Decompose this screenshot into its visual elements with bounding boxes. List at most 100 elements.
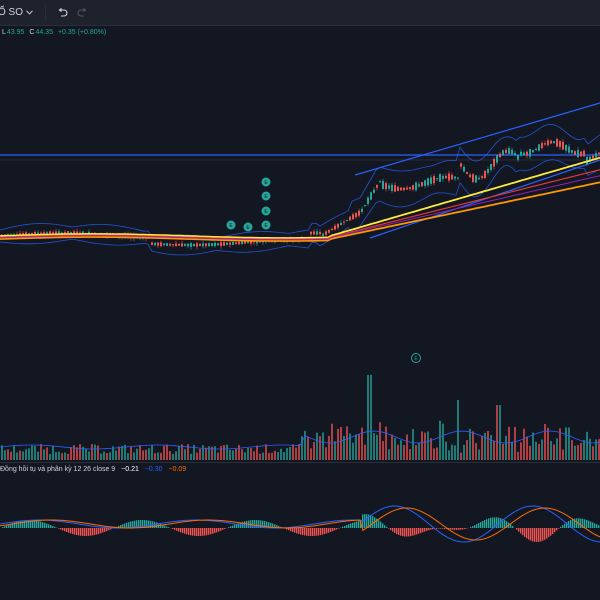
candle-body: [244, 241, 246, 244]
macd-histogram-bar: [556, 528, 558, 531]
candle-body: [343, 221, 345, 223]
candle-body: [496, 155, 498, 163]
volume-bar: [319, 436, 321, 460]
macd-histogram-bar: [586, 519, 588, 528]
macd-histogram-bar: [596, 524, 598, 528]
candle-body: [34, 231, 36, 236]
candle-body: [580, 151, 582, 157]
macd-histogram-bar: [92, 528, 94, 536]
candle-body: [442, 175, 444, 179]
volume-bar: [310, 448, 312, 460]
channel-upper-line: [354, 102, 600, 176]
macd-pane[interactable]: [0, 463, 600, 600]
macd-histogram-bar: [510, 524, 512, 528]
macd-histogram-bar: [326, 528, 328, 534]
volume-bar: [580, 442, 582, 460]
macd-histogram-bar: [160, 523, 162, 528]
candle-body: [334, 225, 336, 230]
volume-bar: [184, 449, 186, 460]
macd-histogram-bar: [224, 528, 226, 529]
macd-histogram-bar: [550, 528, 552, 536]
candle-body: [361, 208, 363, 212]
volume-bar: [283, 451, 285, 460]
pane-divider[interactable]: [0, 462, 600, 463]
macd-histogram-bar: [72, 528, 74, 535]
candle-body: [418, 184, 420, 187]
macd-histogram-bar: [356, 521, 358, 528]
volume-bar: [391, 434, 393, 460]
macd-histogram-bar: [566, 522, 568, 528]
ma-red-line: [0, 169, 600, 240]
macd-histogram-bar: [378, 520, 380, 528]
volume-bar: [556, 438, 558, 460]
volume-bar: [244, 452, 246, 460]
event-marker-letter: E: [264, 223, 268, 229]
macd-histogram-bar: [244, 521, 246, 528]
macd-histogram-bar: [220, 528, 222, 531]
macd-histogram-bar: [288, 528, 290, 531]
macd-histogram-bar: [334, 528, 336, 531]
macd-histogram-bar: [214, 528, 216, 534]
macd-histogram-bar: [562, 525, 564, 528]
macd-histogram-bar: [426, 528, 428, 531]
candle-body: [379, 181, 381, 183]
macd-histogram-bar: [258, 520, 260, 528]
macd-histogram-bar: [474, 525, 476, 528]
volume-bar: [457, 400, 459, 460]
macd-histogram-bar: [354, 522, 356, 528]
volume-bar: [331, 423, 333, 460]
legend-low-key: L: [2, 29, 6, 36]
macd-histogram-value: −0.21: [121, 466, 139, 473]
candle-body: [595, 152, 597, 158]
ma-long-line: [0, 181, 600, 242]
volume-bar: [37, 451, 39, 460]
event-marker-letter: E: [264, 194, 268, 200]
macd-histogram-bar: [2, 527, 4, 528]
volume-bar: [241, 449, 243, 460]
candle-body: [46, 232, 48, 235]
bollinger-upper-band: [0, 123, 600, 239]
candle-body: [367, 197, 369, 204]
candle-body: [154, 242, 156, 246]
candle-body: [49, 231, 51, 235]
candle-body: [565, 144, 567, 151]
redo-button[interactable]: [72, 3, 92, 23]
macd-histogram-bar: [22, 520, 24, 528]
volume-bar: [511, 442, 513, 460]
volume-bar: [10, 451, 12, 460]
macd-histogram-bar: [100, 528, 102, 534]
macd-histogram-bar: [370, 515, 372, 528]
volume-bar: [325, 447, 327, 460]
macd-histogram-bar: [302, 528, 304, 536]
macd-histogram-bar: [206, 528, 208, 536]
macd-histogram-bar: [512, 526, 514, 528]
macd-histogram-bar: [574, 518, 576, 528]
volume-bar: [136, 448, 138, 460]
candle-body: [469, 174, 471, 178]
macd-histogram-bar: [292, 528, 294, 532]
macd-title: Đồng hồi tụ và phân kỳ 12 26 close 9: [0, 466, 116, 473]
macd-histogram-bar: [60, 528, 62, 530]
macd-histogram-bar: [188, 528, 190, 535]
volume-bar: [205, 447, 207, 460]
price-chart-pane[interactable]: E E E E E E E: [0, 26, 600, 462]
volume-bar: [340, 426, 342, 460]
undo-button[interactable]: [52, 3, 72, 23]
macd-histogram-bar: [394, 528, 396, 533]
volume-bar: [583, 440, 585, 460]
volume-bar: [406, 434, 408, 460]
redo-icon: [77, 7, 86, 17]
macd-histogram-bar: [522, 528, 524, 536]
candle-body: [211, 243, 213, 246]
candle-body: [547, 140, 549, 146]
candle-body: [346, 219, 348, 221]
volume-bar: [433, 448, 435, 460]
volume-bar: [397, 444, 399, 460]
symbol-search-button[interactable]: Ổ SO: [0, 7, 39, 18]
macd-histogram-bar: [560, 526, 562, 528]
macd-histogram-bar: [290, 528, 292, 532]
volume-bar: [484, 432, 486, 460]
macd-histogram-bar: [476, 524, 478, 528]
candle-body: [412, 185, 414, 190]
volume-bar: [271, 452, 273, 460]
